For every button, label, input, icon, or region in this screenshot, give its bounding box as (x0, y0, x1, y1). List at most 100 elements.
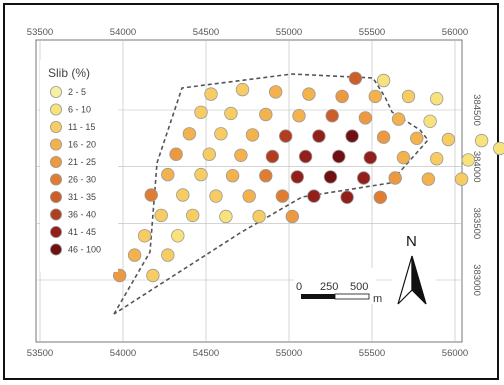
legend-label: 36 - 40 (68, 210, 96, 220)
sample-point (161, 248, 175, 262)
sample-point (325, 108, 339, 123)
legend-swatch (50, 86, 63, 99)
scale-segment-black (301, 294, 335, 299)
sample-point (194, 167, 208, 182)
legend-label: 11 - 15 (68, 122, 95, 132)
north-arrow-icon: N (392, 228, 436, 310)
legend-label: 21 - 25 (68, 157, 96, 167)
sample-point (290, 170, 305, 184)
y-tick-label: 384000 (471, 151, 482, 183)
x-tick-label-top: 56000 (442, 27, 468, 38)
sample-point (224, 106, 238, 121)
legend-label: 2 - 5 (68, 87, 86, 97)
sample-point (307, 189, 321, 203)
sample-point (202, 147, 217, 161)
sample-point (430, 151, 444, 166)
y-tick-label: 383000 (471, 264, 482, 296)
sample-point (332, 149, 346, 164)
legend-title: Slib (%) (48, 66, 90, 80)
sample-point (194, 105, 208, 120)
sample-point (171, 229, 185, 243)
scale-bar: 0 250 500 m (294, 268, 382, 305)
tick-labels: 53500 53500 54000 54000 54500 54500 55000 55000… (27, 27, 482, 359)
y-tick-label: 383500 (471, 207, 482, 239)
survey-boundary (113, 73, 430, 315)
sample-point (169, 147, 183, 161)
legend-items: 2 - 5 6 - 10 11 - 15 16 - 20 21 - 25 26 - 30 3… (50, 86, 101, 256)
legend-swatch (50, 121, 63, 134)
sample-point (285, 209, 300, 224)
sample-point (127, 248, 142, 262)
legend-swatch (50, 243, 63, 256)
sample-points (112, 71, 504, 283)
sample-point (275, 189, 290, 203)
sample-point (292, 108, 306, 123)
sample-point (137, 229, 152, 243)
sample-point (259, 168, 273, 183)
sample-point (345, 129, 359, 143)
sample-point (493, 141, 504, 156)
sample-point (146, 268, 160, 283)
legend-swatch (50, 173, 63, 186)
sample-point (209, 189, 223, 203)
sample-point (348, 71, 363, 86)
sample-point (474, 133, 489, 148)
x-tick-label-bottom: 54000 (110, 348, 136, 359)
sample-point (182, 127, 197, 141)
sample-point (368, 89, 383, 104)
legend-label: 26 - 30 (68, 175, 96, 185)
sample-point (269, 85, 283, 99)
sample-point (204, 87, 218, 101)
x-tick-label-bottom: 54500 (193, 348, 219, 359)
sample-point (323, 170, 338, 184)
sample-point (340, 190, 354, 205)
legend-swatch (50, 225, 63, 238)
x-tick-label-bottom: 53500 (27, 348, 53, 359)
sample-point (396, 150, 411, 165)
sample-point (363, 150, 378, 165)
sample-point (410, 131, 424, 146)
sample-point (265, 149, 280, 164)
sample-point (401, 89, 416, 104)
north-label: N (406, 233, 417, 250)
x-tick-label-bottom: 55500 (359, 348, 385, 359)
legend: Slib (%) 2 - 5 6 - 10 11 - 15 16 - 20 21 - 2… (40, 60, 118, 272)
sample-point (430, 91, 444, 106)
legend-label: 46 - 100 (68, 245, 101, 255)
x-tick-label-top: 54500 (193, 27, 219, 38)
sample-point (461, 153, 476, 167)
sample-point (279, 129, 293, 143)
legend-swatch (50, 208, 63, 221)
sample-point (259, 107, 273, 122)
sample-point (219, 209, 233, 224)
scale-label-250: 250 (320, 281, 338, 293)
legend-swatch (50, 190, 63, 203)
sample-point (373, 190, 388, 205)
sample-point (358, 111, 373, 125)
y-tick-label: 384500 (471, 94, 482, 126)
scale-label-500: 500 (350, 281, 368, 293)
sample-point (225, 168, 240, 183)
sample-point (335, 89, 349, 104)
scale-segment-white (334, 293, 370, 300)
sample-point (112, 268, 127, 283)
sample-point (357, 171, 371, 185)
sample-point (242, 189, 256, 203)
sample-point (298, 149, 313, 164)
sample-point (154, 208, 168, 223)
legend-label: 16 - 20 (68, 140, 96, 150)
sample-point (454, 172, 469, 186)
sample-point (302, 87, 316, 101)
sample-point (312, 129, 326, 143)
x-tick-label-top: 55500 (359, 27, 385, 38)
legend-label: 41 - 45 (68, 227, 96, 237)
sample-point (252, 209, 266, 224)
legend-label: 31 - 35 (68, 192, 96, 202)
sample-point (234, 148, 248, 163)
legend-swatch (50, 138, 63, 151)
sample-point (391, 112, 406, 126)
sample-point (144, 188, 158, 202)
legend-label: 6 - 10 (68, 105, 91, 115)
sample-point (161, 167, 175, 182)
